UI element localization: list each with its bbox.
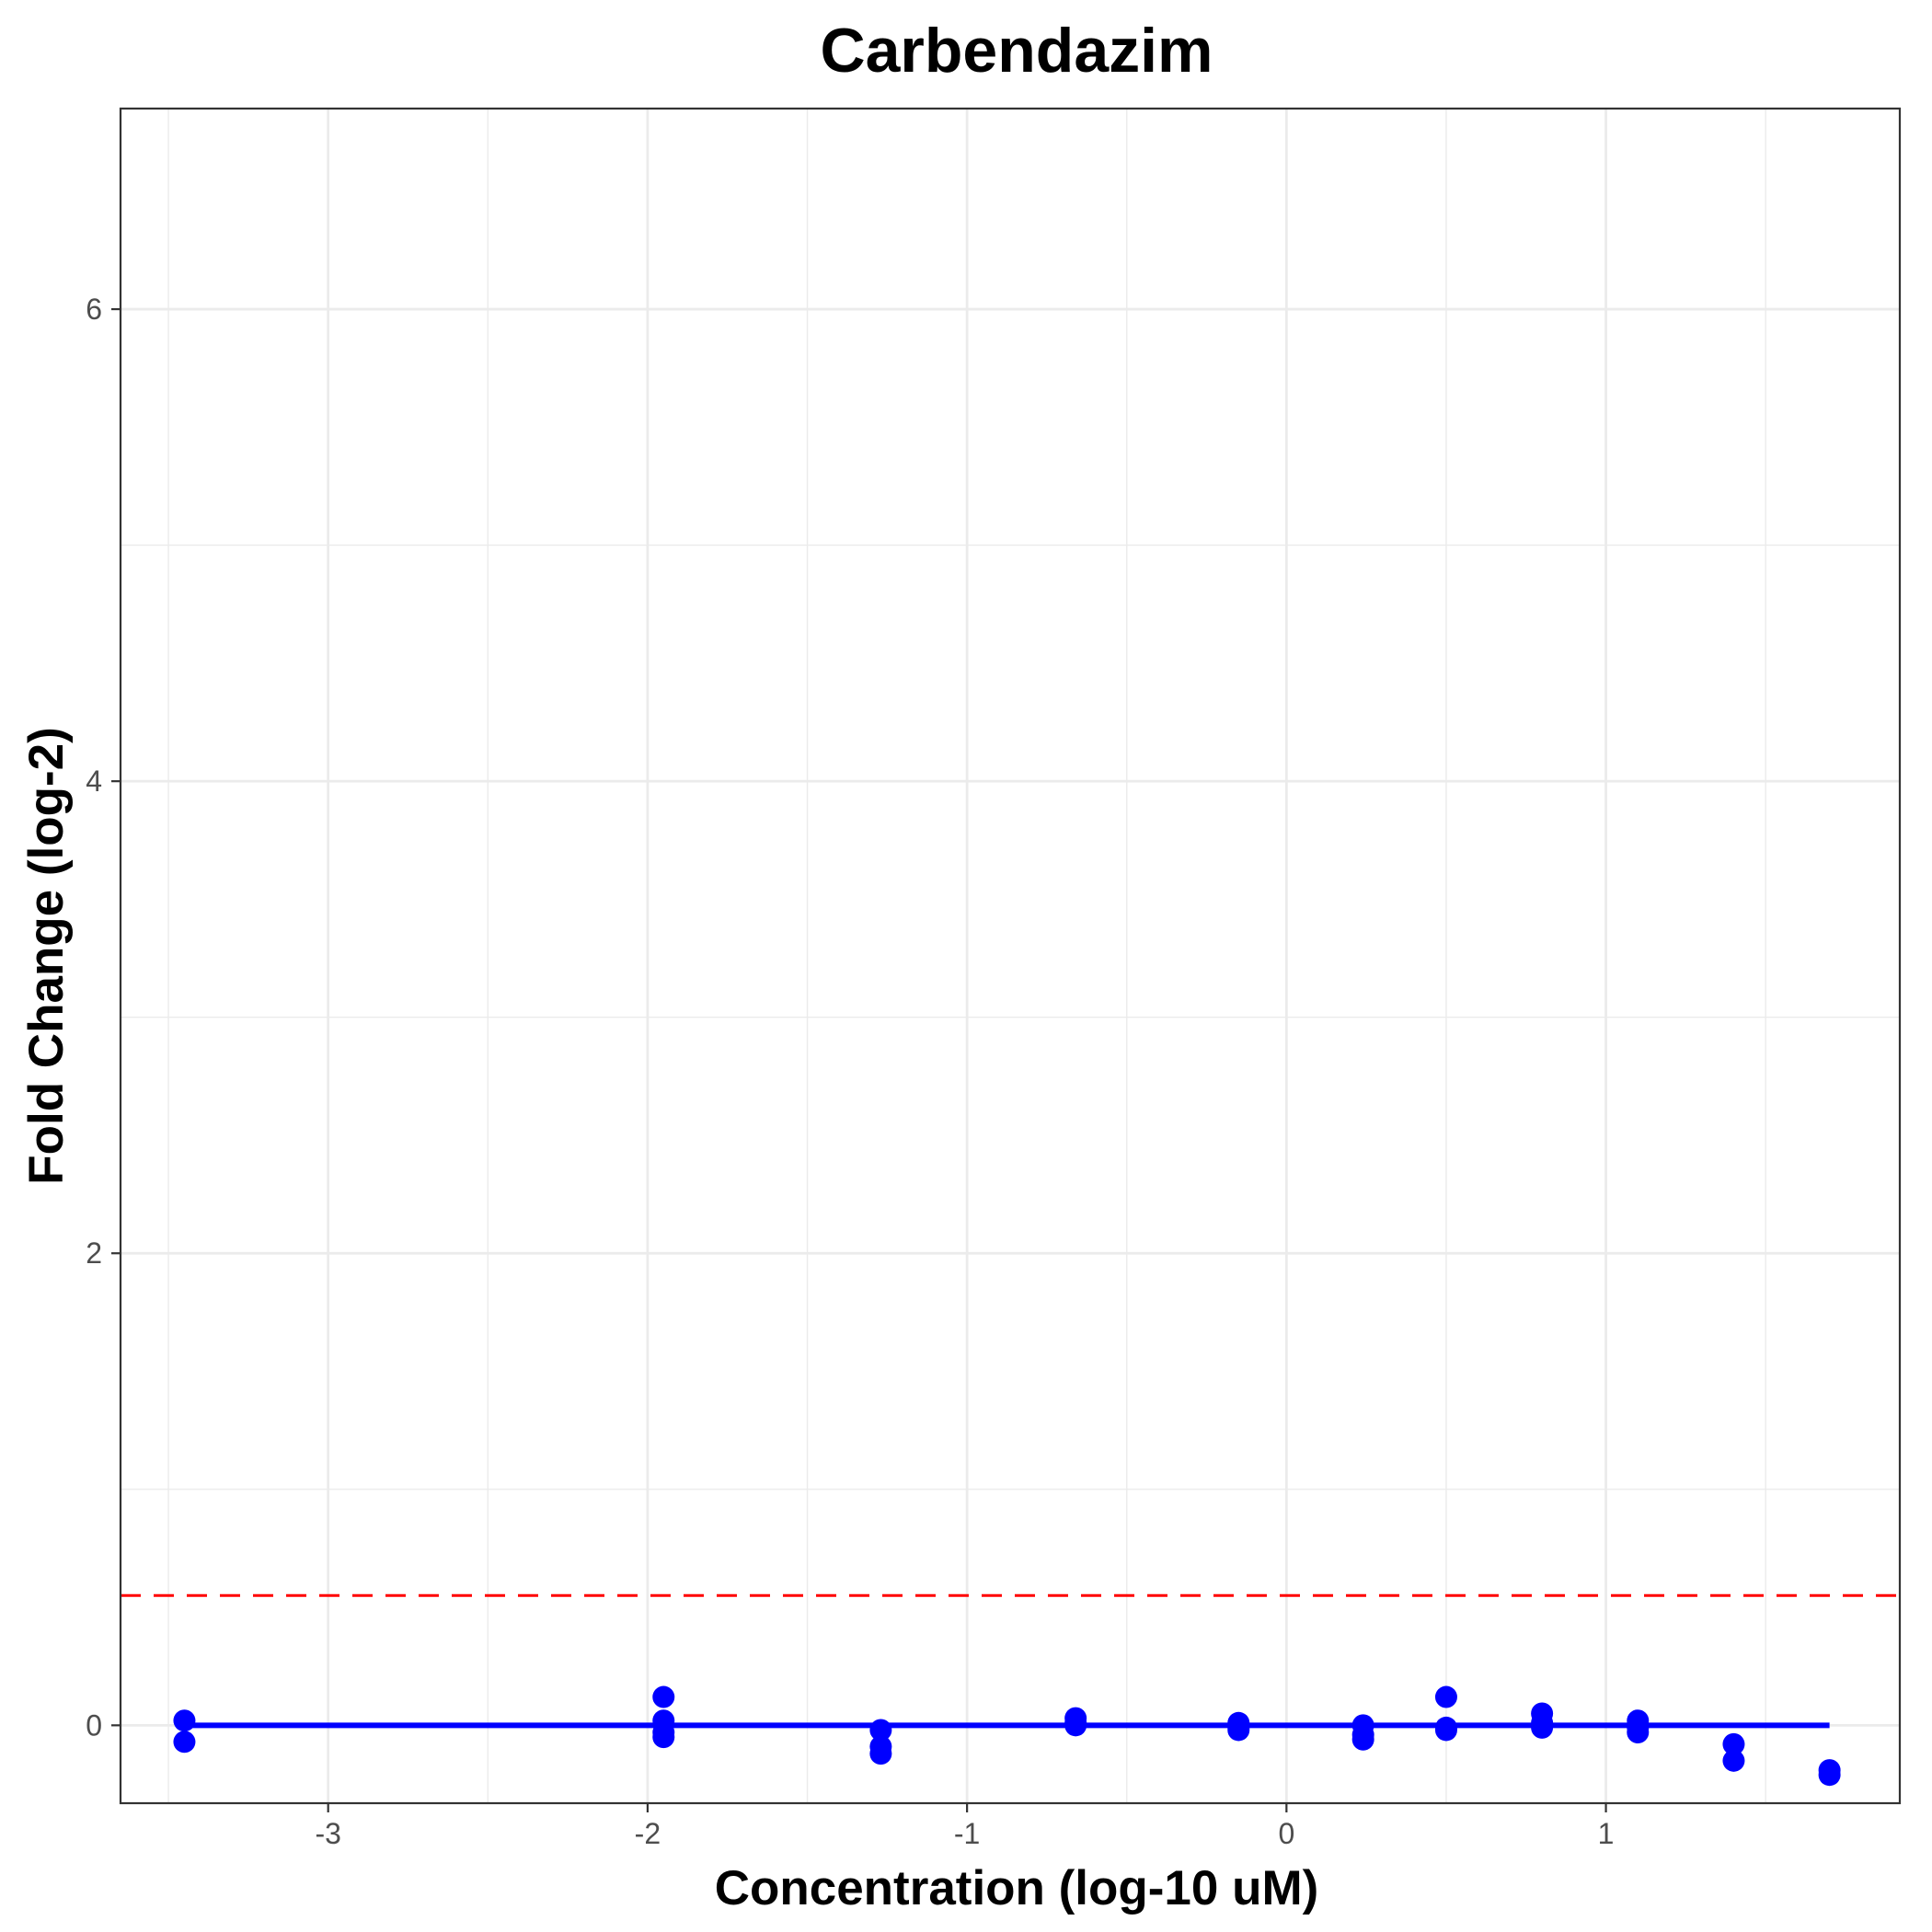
data-point — [1722, 1732, 1745, 1755]
data-point — [1722, 1749, 1745, 1772]
minor-gridlines — [121, 109, 1900, 1803]
data-point — [173, 1709, 196, 1732]
data-point — [652, 1685, 675, 1708]
y-axis-ticks: 0 2 4 6 — [86, 293, 121, 1742]
plot-panel — [121, 109, 1900, 1803]
data-point — [1818, 1764, 1841, 1787]
y-axis-label: Fold Change (log-2) — [19, 727, 74, 1185]
data-point — [1434, 1719, 1457, 1742]
chart-title: Carbendazim — [821, 16, 1213, 86]
data-point — [1064, 1711, 1087, 1734]
y-tick-label: 0 — [86, 1708, 102, 1742]
data-point — [1351, 1728, 1374, 1751]
x-tick-label: -2 — [635, 1817, 661, 1850]
data-points — [173, 1685, 1841, 1787]
data-point — [1627, 1721, 1650, 1744]
data-point — [869, 1742, 892, 1765]
data-point — [1531, 1716, 1554, 1739]
y-tick-label: 2 — [86, 1236, 102, 1270]
x-tick-label: -3 — [315, 1817, 340, 1850]
x-axis-ticks: -3 -2 -1 0 1 — [315, 1803, 1614, 1850]
data-point — [1434, 1685, 1457, 1708]
data-point — [869, 1719, 892, 1742]
y-tick-label: 6 — [86, 293, 102, 326]
data-point — [652, 1726, 675, 1749]
x-axis-label: Concentration (log-10 uM) — [715, 1861, 1319, 1915]
data-point — [173, 1731, 196, 1754]
y-tick-label: 4 — [86, 765, 102, 798]
x-tick-label: 0 — [1278, 1817, 1294, 1850]
data-point — [1227, 1716, 1250, 1739]
x-tick-label: 1 — [1598, 1817, 1615, 1850]
plot-panel-border — [119, 107, 1902, 1805]
x-tick-label: -1 — [954, 1817, 980, 1850]
